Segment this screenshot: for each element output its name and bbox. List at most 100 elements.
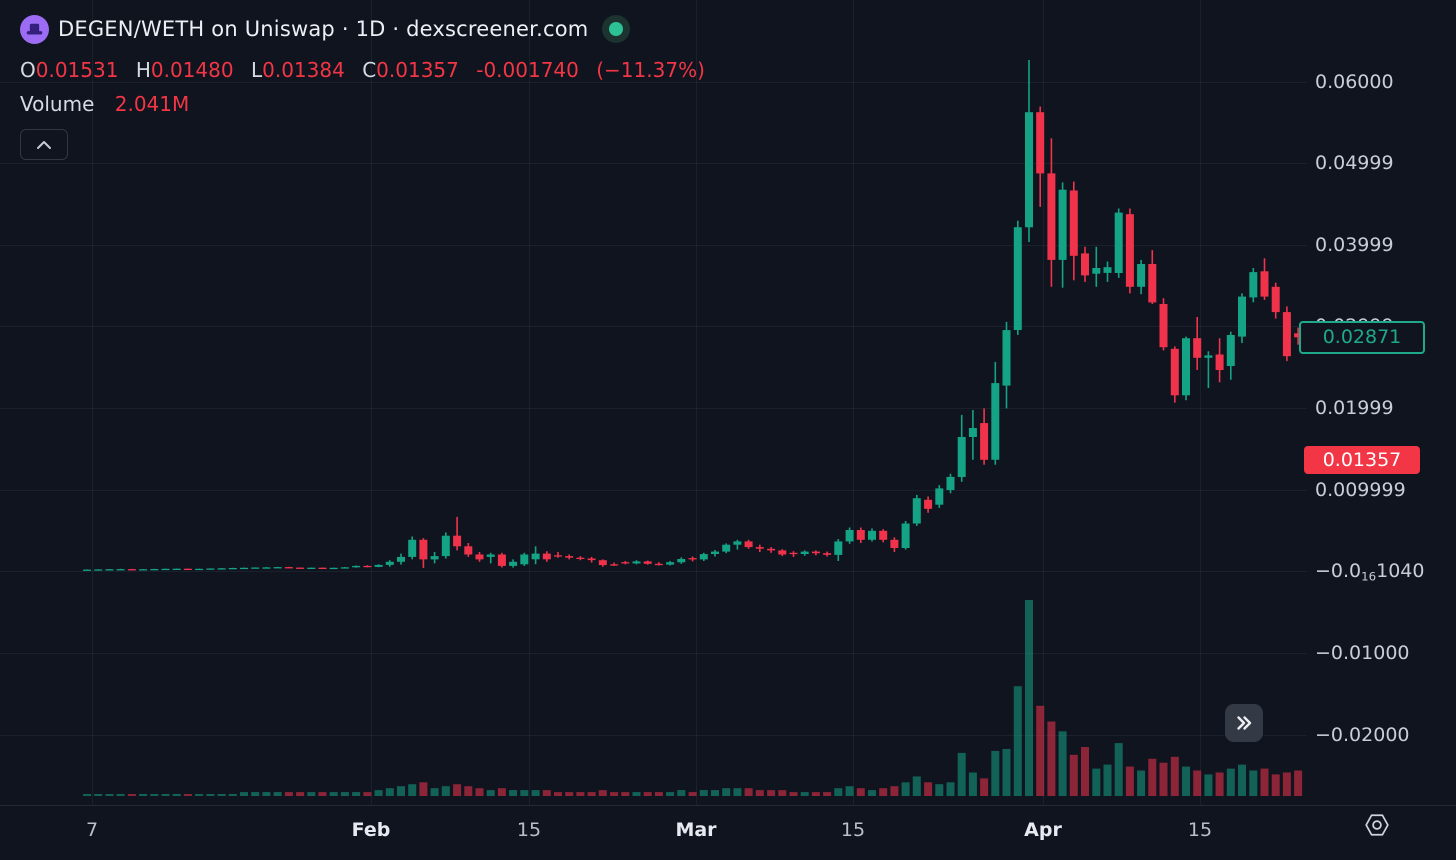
candle-body <box>576 557 585 559</box>
collapse-legend-button[interactable] <box>20 129 68 160</box>
candle-body <box>643 561 652 564</box>
volume-bar <box>1215 772 1224 796</box>
candle-body <box>1193 338 1202 358</box>
candle-body <box>1182 338 1190 396</box>
volume-bar <box>845 786 854 796</box>
volume-bar <box>1058 731 1067 796</box>
candle-body <box>240 567 248 570</box>
price-chart-canvas[interactable] <box>0 0 1456 806</box>
volume-bar <box>419 782 428 796</box>
live-status-icon <box>602 15 631 43</box>
volume-bar <box>240 792 248 796</box>
volume-bar <box>228 794 237 796</box>
time-tick-label: 7 <box>85 819 99 841</box>
volume-bar <box>946 782 955 796</box>
volume-bar <box>363 792 372 796</box>
volume-bar <box>542 790 551 796</box>
volume-bar <box>161 794 170 796</box>
volume-bar <box>318 792 327 796</box>
degen-token-icon <box>20 14 49 44</box>
candle-body <box>83 569 91 571</box>
time-tick-label: 15 <box>516 819 542 841</box>
candle-body <box>1159 304 1168 348</box>
candle-body <box>879 530 888 540</box>
volume-bar <box>610 792 619 796</box>
volume-bar <box>901 782 910 796</box>
candle-body <box>901 523 910 548</box>
volume-bar <box>1125 766 1134 796</box>
candle-body <box>935 488 944 505</box>
candle-body <box>1069 190 1078 256</box>
grid-lines <box>0 0 1307 805</box>
volume-bar <box>1148 758 1157 796</box>
time-tick-label: 15 <box>1187 819 1213 841</box>
price-tick-label: 0.009999 <box>1315 479 1406 501</box>
volume-bar <box>183 794 192 796</box>
volume-bar <box>1159 762 1168 796</box>
candle-body <box>363 565 372 568</box>
candle-body <box>1125 214 1134 287</box>
candle-body <box>475 554 484 560</box>
volume-bar <box>116 794 125 796</box>
volume-bar <box>150 794 159 796</box>
candle-body <box>733 541 742 545</box>
volume-bar <box>1226 768 1235 796</box>
price-tick-label: −0.0161040 <box>1315 560 1425 584</box>
change-absolute: -0.001740 <box>476 58 579 82</box>
candle-body <box>598 560 607 566</box>
candle-body <box>161 568 170 571</box>
volume-bar <box>744 788 753 796</box>
volume-bar <box>755 790 764 796</box>
volume-bar <box>1294 770 1303 796</box>
high-value: 0.01480 <box>150 58 234 82</box>
volume-bar <box>1092 768 1101 796</box>
volume-bar <box>1103 764 1112 796</box>
candle-body <box>856 530 865 540</box>
scroll-to-realtime-button[interactable] <box>1225 704 1263 742</box>
candle-wick <box>613 562 615 566</box>
candle-body <box>1148 264 1157 303</box>
volume-bar <box>598 790 607 796</box>
volume-bar <box>980 778 989 796</box>
volume-bar <box>1271 774 1280 796</box>
candle-body <box>1260 271 1269 297</box>
candle-body <box>273 567 282 569</box>
volume-bar <box>834 788 843 796</box>
volume-bar <box>879 788 888 796</box>
candle-body <box>1092 268 1101 274</box>
volume-bar <box>643 792 652 796</box>
volume-bar <box>868 790 876 796</box>
volume-bar <box>206 794 215 796</box>
volume-bar <box>520 790 529 796</box>
candle-body <box>217 568 226 570</box>
candle-wick <box>1095 246 1098 287</box>
candle-body <box>621 562 630 564</box>
volume-legend-row: Volume 2.041M <box>20 92 189 116</box>
volume-bar <box>1013 686 1022 796</box>
candle-body <box>890 539 899 548</box>
volume-bar <box>408 784 417 796</box>
candle-body <box>397 556 405 562</box>
volume-bar <box>823 792 832 796</box>
candle-body <box>150 569 159 571</box>
candle-body <box>677 559 686 563</box>
candle-body <box>1271 286 1280 313</box>
candle-body <box>105 569 114 571</box>
candle-body <box>531 553 540 560</box>
candle-body <box>408 539 417 557</box>
close-label: C <box>362 58 377 82</box>
price-axis[interactable]: 0.060000.049990.039990.029990.019990.009… <box>1299 0 1456 805</box>
volume-bar <box>767 790 776 796</box>
candle-body <box>845 530 854 542</box>
volume-bar <box>83 794 91 796</box>
candle-body <box>374 564 383 567</box>
time-axis[interactable]: 7 Feb 15 Mar 15 Apr 15 <box>0 805 1456 860</box>
candle-body <box>1170 348 1179 396</box>
candle-body <box>497 554 506 566</box>
price-scale-settings-button[interactable] <box>1361 809 1393 841</box>
candle-body <box>980 423 989 460</box>
volume-bar <box>811 792 820 796</box>
candle-body <box>1204 355 1213 358</box>
candle-body <box>1226 335 1235 366</box>
